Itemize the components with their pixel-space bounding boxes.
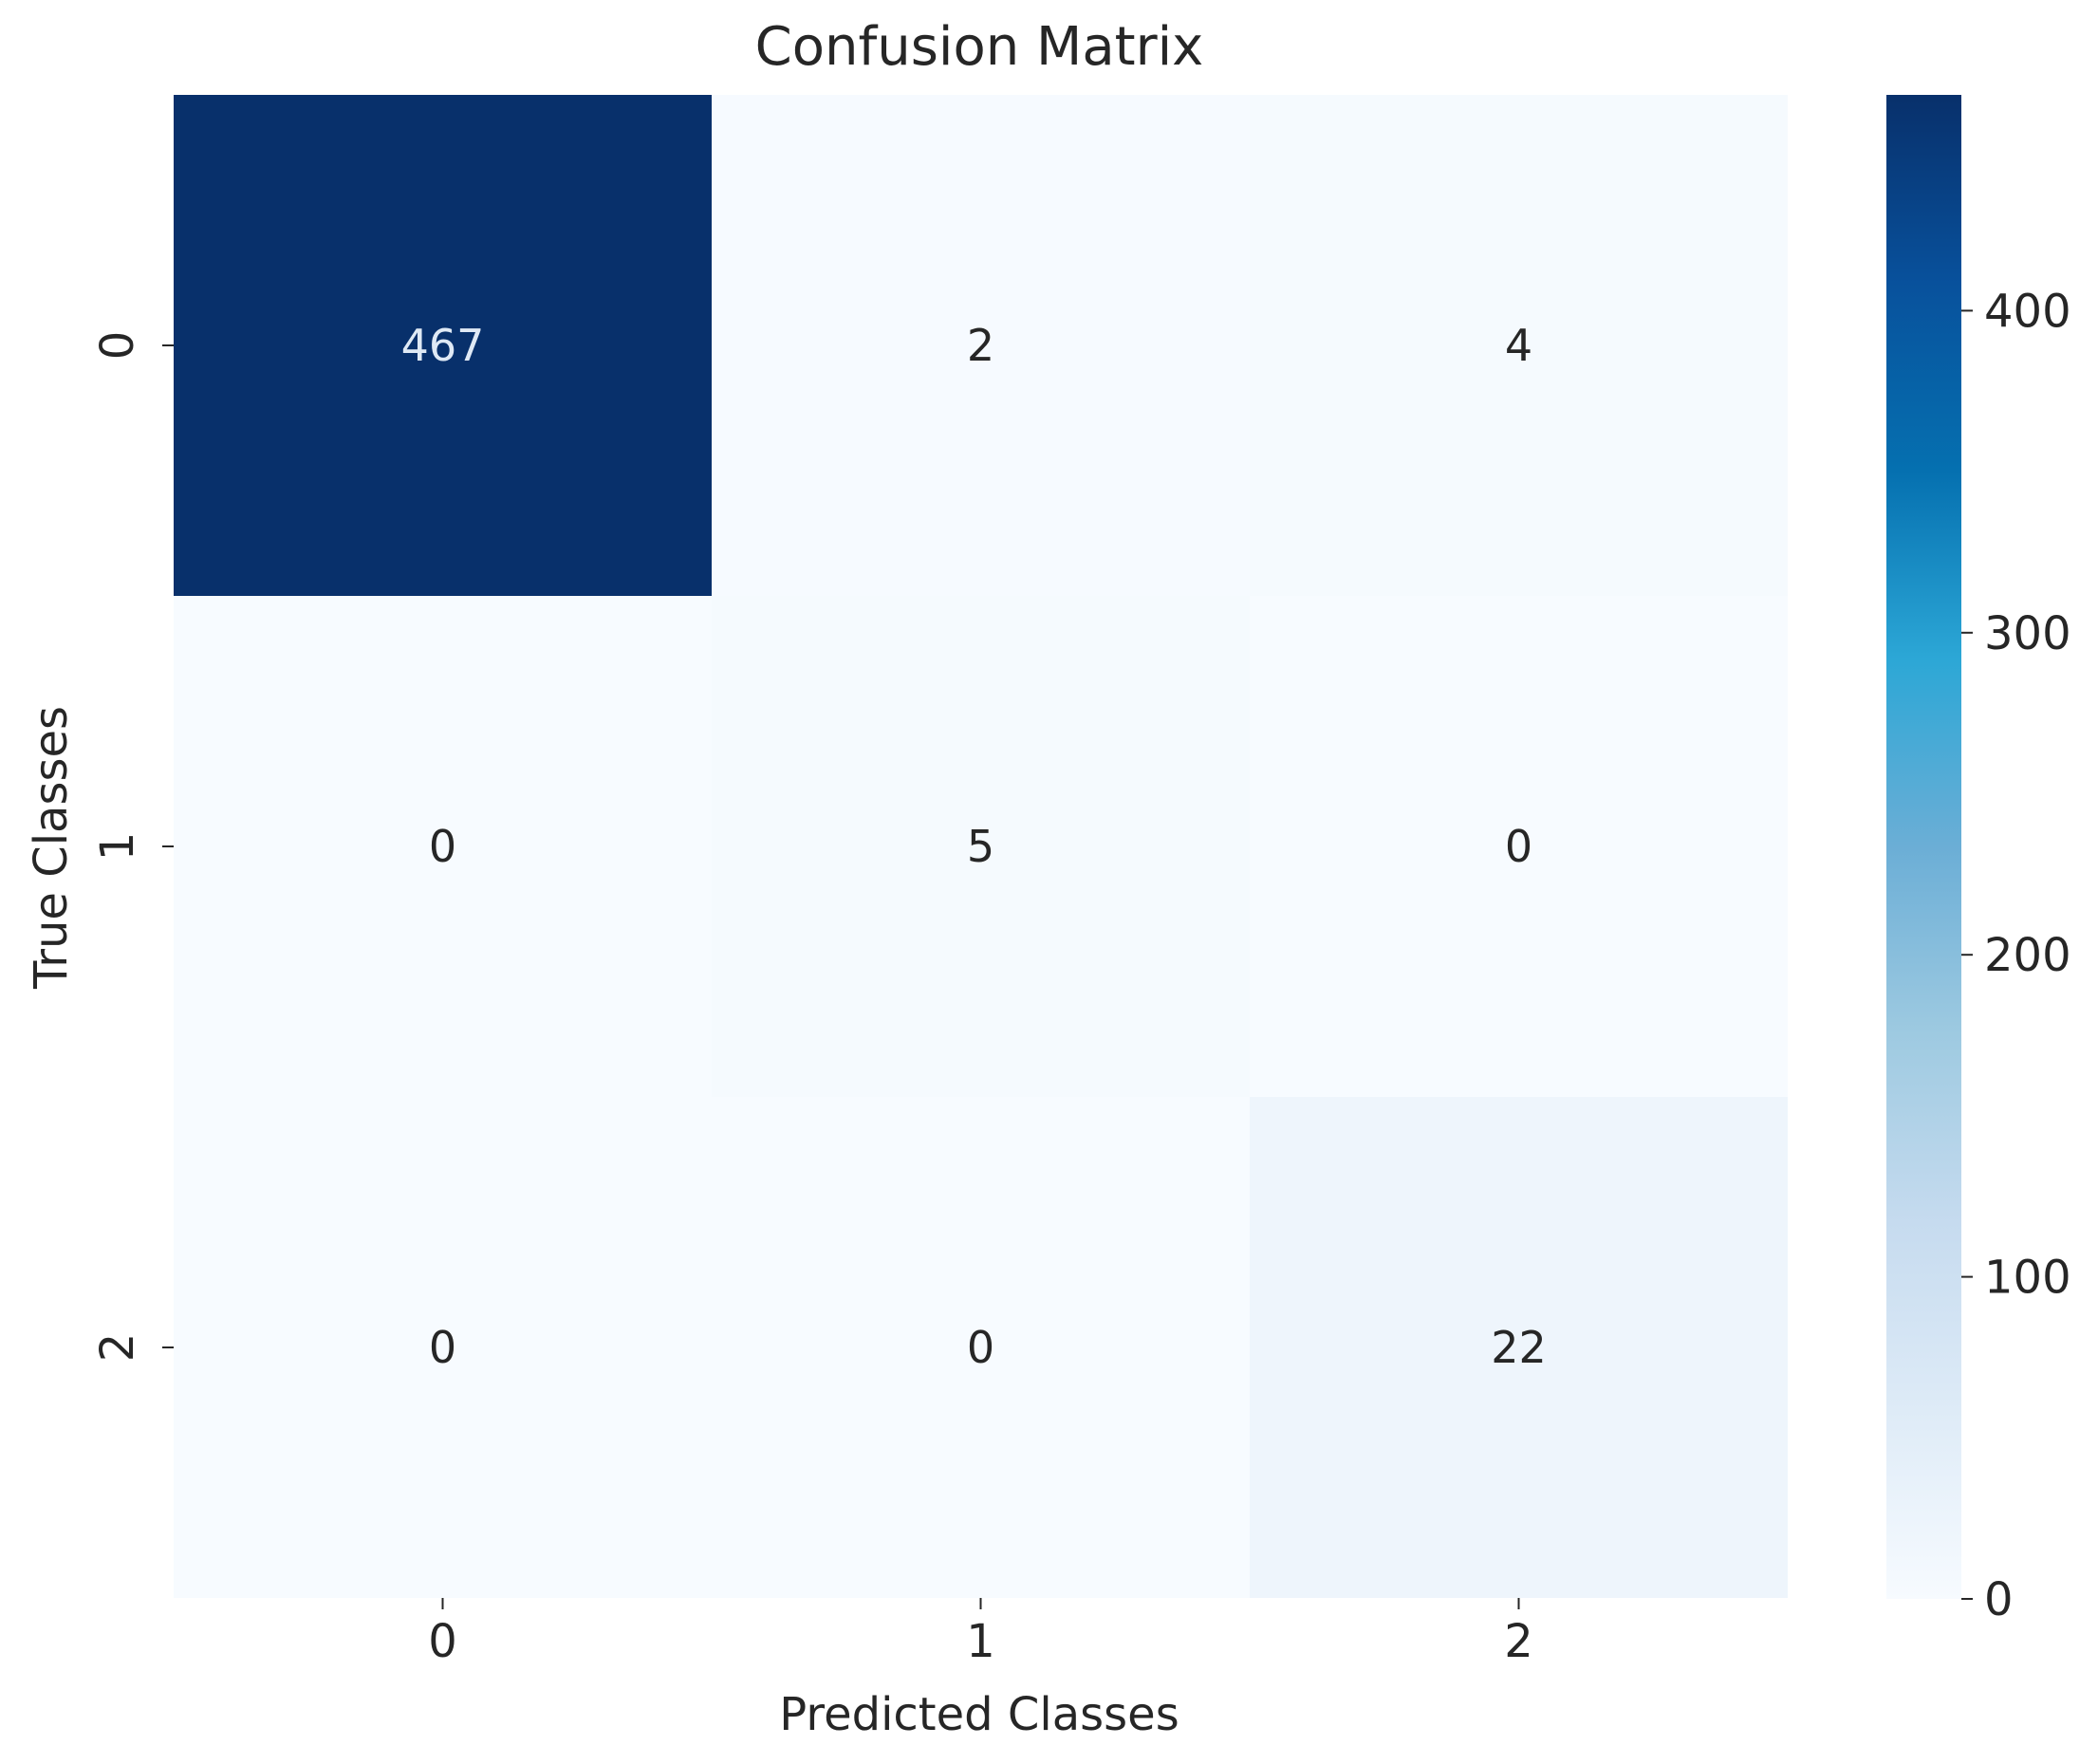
cell-value-label: 467 (401, 320, 485, 371)
colorbar-tick-label: 200 (1984, 929, 2071, 982)
x-tick-label: 1 (966, 1615, 995, 1668)
heatmap-cell (174, 1097, 712, 1598)
cell-value-label: 0 (429, 821, 456, 872)
colorbar-tick-label: 0 (1984, 1573, 2014, 1626)
x-tick-label: 0 (428, 1615, 457, 1668)
heatmap-cell (174, 95, 712, 596)
heatmap-cell (1250, 1097, 1788, 1598)
heatmap-cell (712, 596, 1250, 1097)
chart-title: Confusion Matrix (755, 16, 1204, 78)
cell-value-label: 5 (967, 821, 994, 872)
colorbar-ticks: 0 100 200 300 400 (1961, 285, 2071, 1626)
heatmap-cell (1250, 596, 1788, 1097)
y-tick-label: 2 (91, 1333, 144, 1363)
colorbar-tick-label: 300 (1984, 607, 2071, 660)
x-tick-label: 2 (1504, 1615, 1533, 1668)
cell-value-label: 4 (1505, 320, 1532, 371)
heatmap-cell-labels: 467 2 4 0 5 0 0 0 22 (401, 320, 1547, 1373)
heatmap-cell (712, 1097, 1250, 1598)
y-axis-ticks: 0 1 2 (91, 331, 174, 1363)
y-tick-label: 1 (91, 832, 144, 862)
colorbar (1886, 95, 1961, 1599)
heatmap-cell (712, 95, 1250, 596)
y-tick-label: 0 (91, 331, 144, 361)
heatmap-cells (174, 95, 1788, 1598)
cell-value-label: 22 (1491, 1322, 1547, 1373)
colorbar-tick-label: 100 (1984, 1252, 2071, 1305)
cell-value-label: 2 (967, 320, 994, 371)
colorbar-tick-label: 400 (1984, 285, 2071, 338)
x-axis-ticks: 0 1 2 (428, 1598, 1533, 1668)
cell-value-label: 0 (967, 1322, 994, 1373)
heatmap-cell (174, 596, 712, 1097)
y-axis-label: True Classes (25, 706, 78, 990)
cell-value-label: 0 (429, 1322, 456, 1373)
x-axis-label: Predicted Classes (779, 1688, 1179, 1741)
heatmap-cell (1250, 95, 1788, 596)
cell-value-label: 0 (1505, 821, 1532, 872)
